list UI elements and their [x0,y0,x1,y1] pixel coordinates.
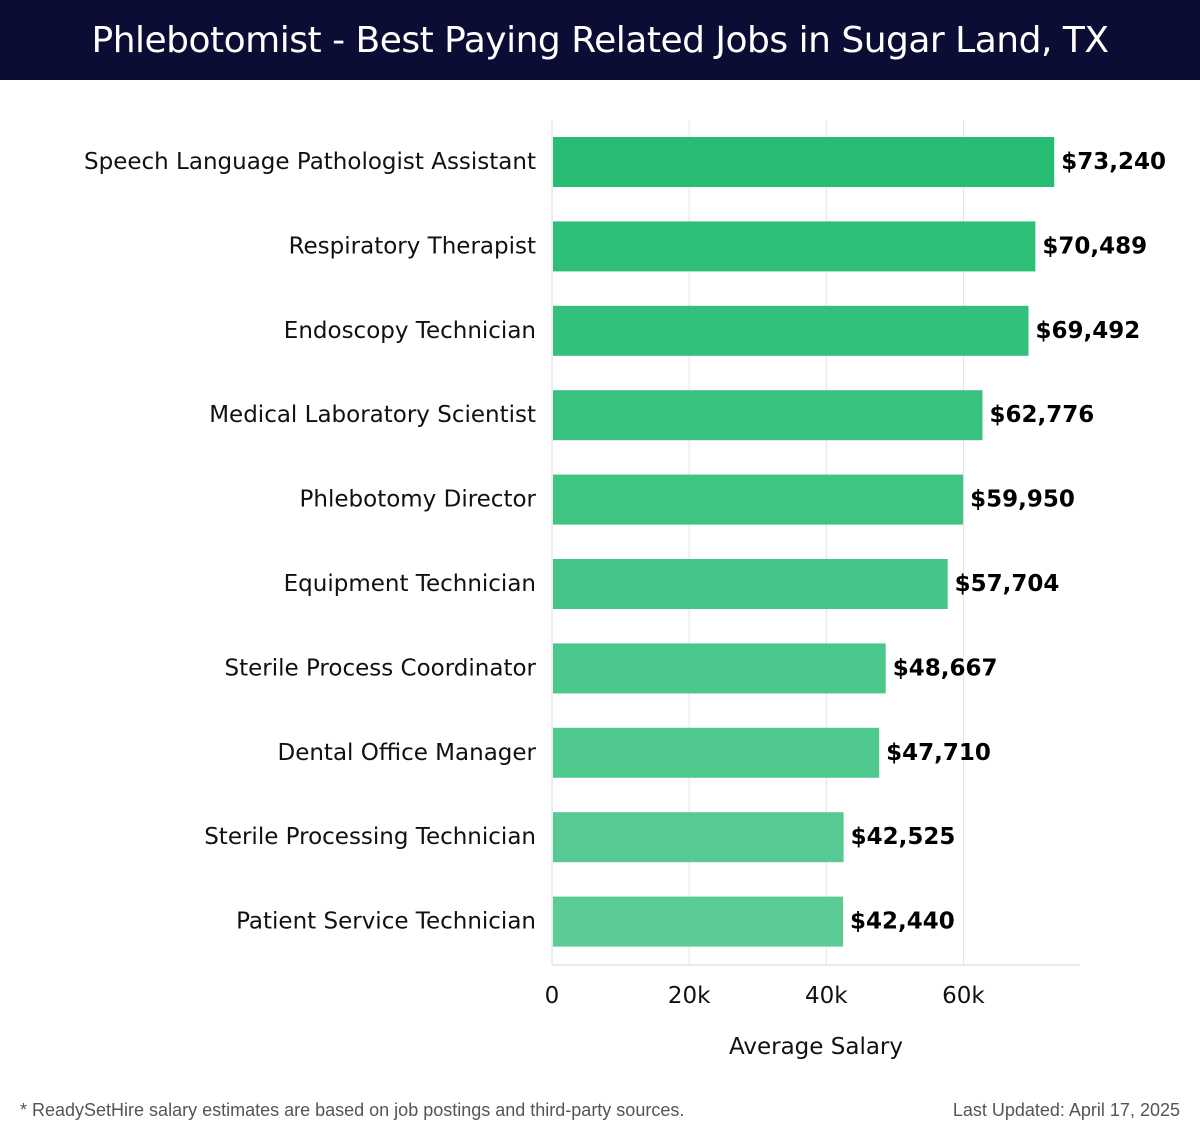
x-axis-title: Average Salary [729,1034,903,1060]
bar-0 [553,137,1055,187]
value-label: $73,240 [1061,149,1166,175]
bar-3 [553,390,983,441]
category-label: Phlebotomy Director [300,487,537,513]
value-label: $57,704 [955,571,1060,597]
bar-6 [553,643,886,694]
bar-7 [553,727,880,778]
x-tick-label: 60k [942,983,985,1009]
x-tick-label: 40k [805,983,848,1009]
bar-5 [553,559,948,609]
category-label: Equipment Technician [284,571,536,597]
bar-1 [553,221,1036,272]
value-label: $48,667 [893,655,998,681]
category-label: Sterile Processing Technician [204,824,536,850]
value-label: $62,776 [989,402,1094,428]
value-label: $42,525 [851,824,956,850]
bar-chart: Speech Language Pathologist Assistant $73… [84,120,1166,1060]
category-label: Sterile Process Coordinator [225,655,537,681]
category-label: Speech Language Pathologist Assistant [84,149,536,175]
category-label: Endoscopy Technician [284,318,536,344]
category-label: Respiratory Therapist [289,233,536,259]
chart-header: Phlebotomist - Best Paying Related Jobs … [0,0,1200,80]
value-label: $47,710 [886,740,991,766]
chart-title: Phlebotomist - Best Paying Related Jobs … [91,19,1109,61]
category-label: Patient Service Technician [236,909,536,935]
value-label: $69,492 [1036,318,1141,344]
x-tick-label: 0 [545,983,560,1009]
category-label: Medical Laboratory Scientist [209,402,536,428]
x-tick-label: 20k [668,983,711,1009]
value-label: $70,489 [1042,233,1147,259]
category-label: Dental Office Manager [277,740,536,766]
value-label: $42,440 [850,909,955,935]
value-label: $59,950 [970,487,1075,513]
bar-2 [553,305,1029,356]
footer-note: * ReadySetHire salary estimates are base… [20,1100,685,1120]
bar-9 [553,896,844,947]
last-updated: Last Updated: April 17, 2025 [952,1100,1180,1120]
bar-8 [553,812,844,863]
bar-4 [553,474,964,525]
